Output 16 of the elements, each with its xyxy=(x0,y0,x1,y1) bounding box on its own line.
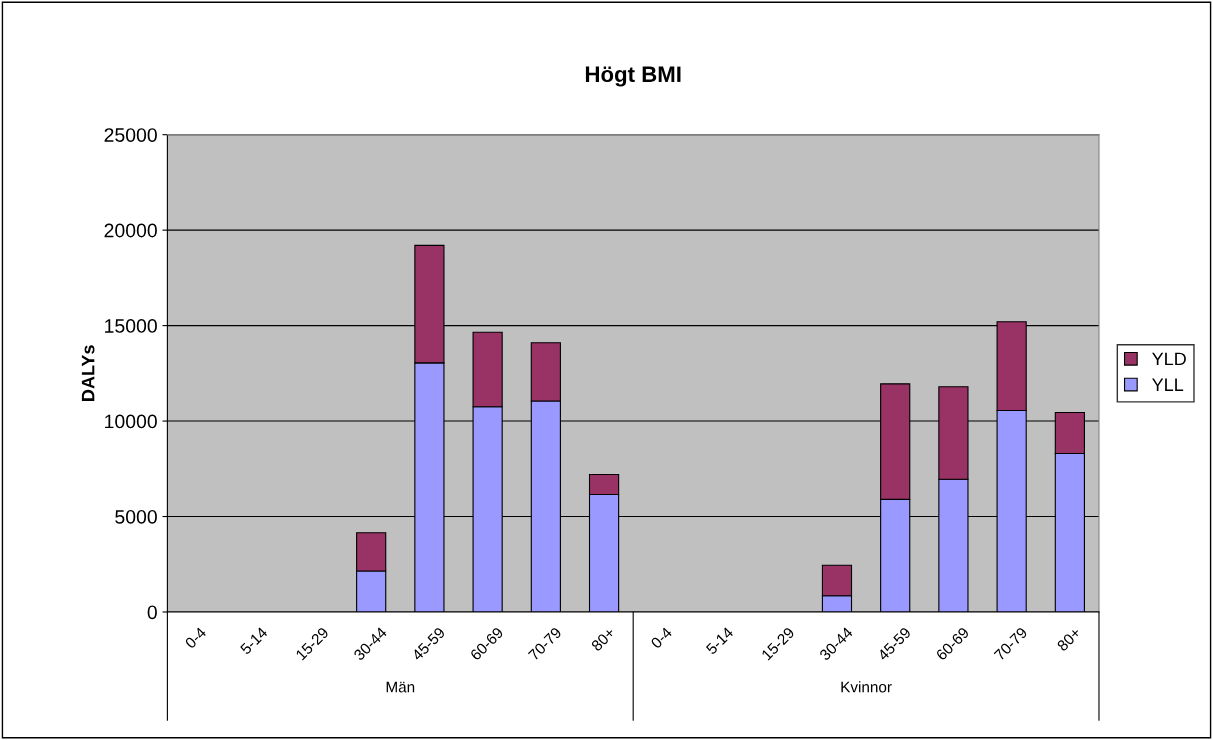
x-tick-label: 80+ xyxy=(1056,626,1082,652)
x-tick-label: 0-4 xyxy=(650,626,673,649)
text: Kvinnor xyxy=(841,681,892,693)
chart-title: Högt BMI xyxy=(585,66,681,87)
x-tick-label: 0-4 xyxy=(184,626,207,649)
legend-label: YLD xyxy=(1152,352,1186,366)
y-axis-title: DALYs xyxy=(81,345,95,401)
y-tick-label: 15000 xyxy=(105,319,157,333)
y-tick-label: 25000 xyxy=(104,128,157,142)
y-tick-label: 0 xyxy=(147,605,157,620)
x-tick-label: 80+ xyxy=(590,626,616,652)
y-tick-label: 5000 xyxy=(115,509,157,524)
y-tick-label: 10000 xyxy=(105,414,157,429)
y-tick-label: 20000 xyxy=(104,223,157,238)
legend-label: YLL xyxy=(1152,378,1184,391)
text: Män xyxy=(386,681,415,693)
